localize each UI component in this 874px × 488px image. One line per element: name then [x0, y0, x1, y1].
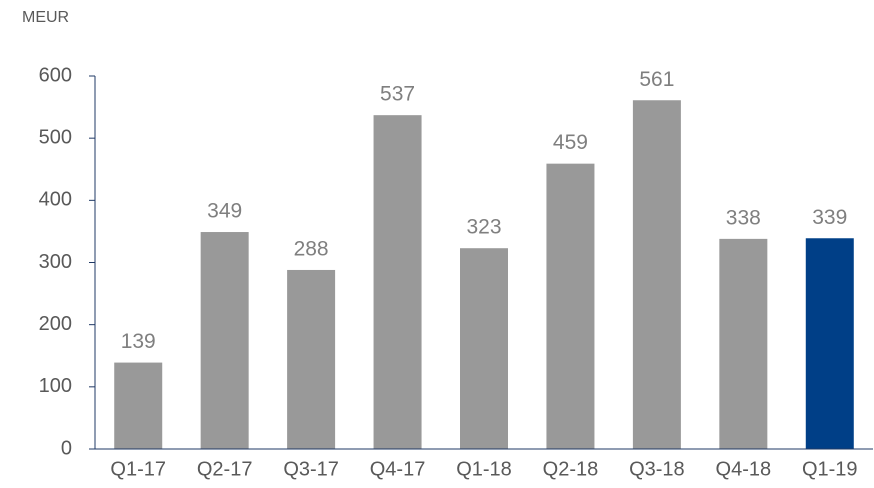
x-tick-label: Q3-18	[629, 458, 685, 480]
bar	[546, 163, 595, 449]
bar	[632, 100, 681, 450]
bar	[287, 269, 336, 449]
y-tick-label: 200	[39, 313, 72, 335]
data-label: 537	[380, 83, 415, 106]
x-tick-label: Q4-17	[370, 458, 426, 480]
y-tick-label: 0	[61, 437, 72, 459]
x-tick-label: Q4-18	[716, 458, 772, 480]
data-label: 459	[553, 131, 588, 154]
bar	[200, 232, 249, 449]
bar	[114, 362, 163, 449]
bar	[805, 238, 854, 449]
y-tick-label: 600	[39, 64, 72, 86]
bar	[719, 238, 768, 449]
x-tick-label: Q1-18	[456, 458, 512, 480]
y-tick-label: 400	[39, 189, 72, 211]
x-tick-label: Q2-18	[543, 458, 599, 480]
data-label: 139	[121, 330, 156, 353]
y-axis-label: MEUR	[22, 9, 69, 26]
x-tick-label: Q1-17	[110, 458, 166, 480]
data-label: 338	[726, 206, 761, 229]
data-label: 349	[207, 200, 242, 223]
y-tick-label: 100	[39, 375, 72, 397]
data-label: 288	[294, 238, 329, 261]
y-tick-label: 300	[39, 251, 72, 273]
data-label: 561	[639, 68, 674, 91]
data-label: 339	[812, 206, 847, 229]
bar	[460, 248, 508, 449]
x-tick-label: Q3-17	[283, 458, 339, 480]
data-label: 323	[466, 216, 501, 239]
y-tick-label: 500	[39, 126, 72, 148]
bar	[373, 115, 422, 449]
x-tick-label: Q2-17	[197, 458, 253, 480]
x-tick-label: Q1-19	[802, 458, 858, 480]
